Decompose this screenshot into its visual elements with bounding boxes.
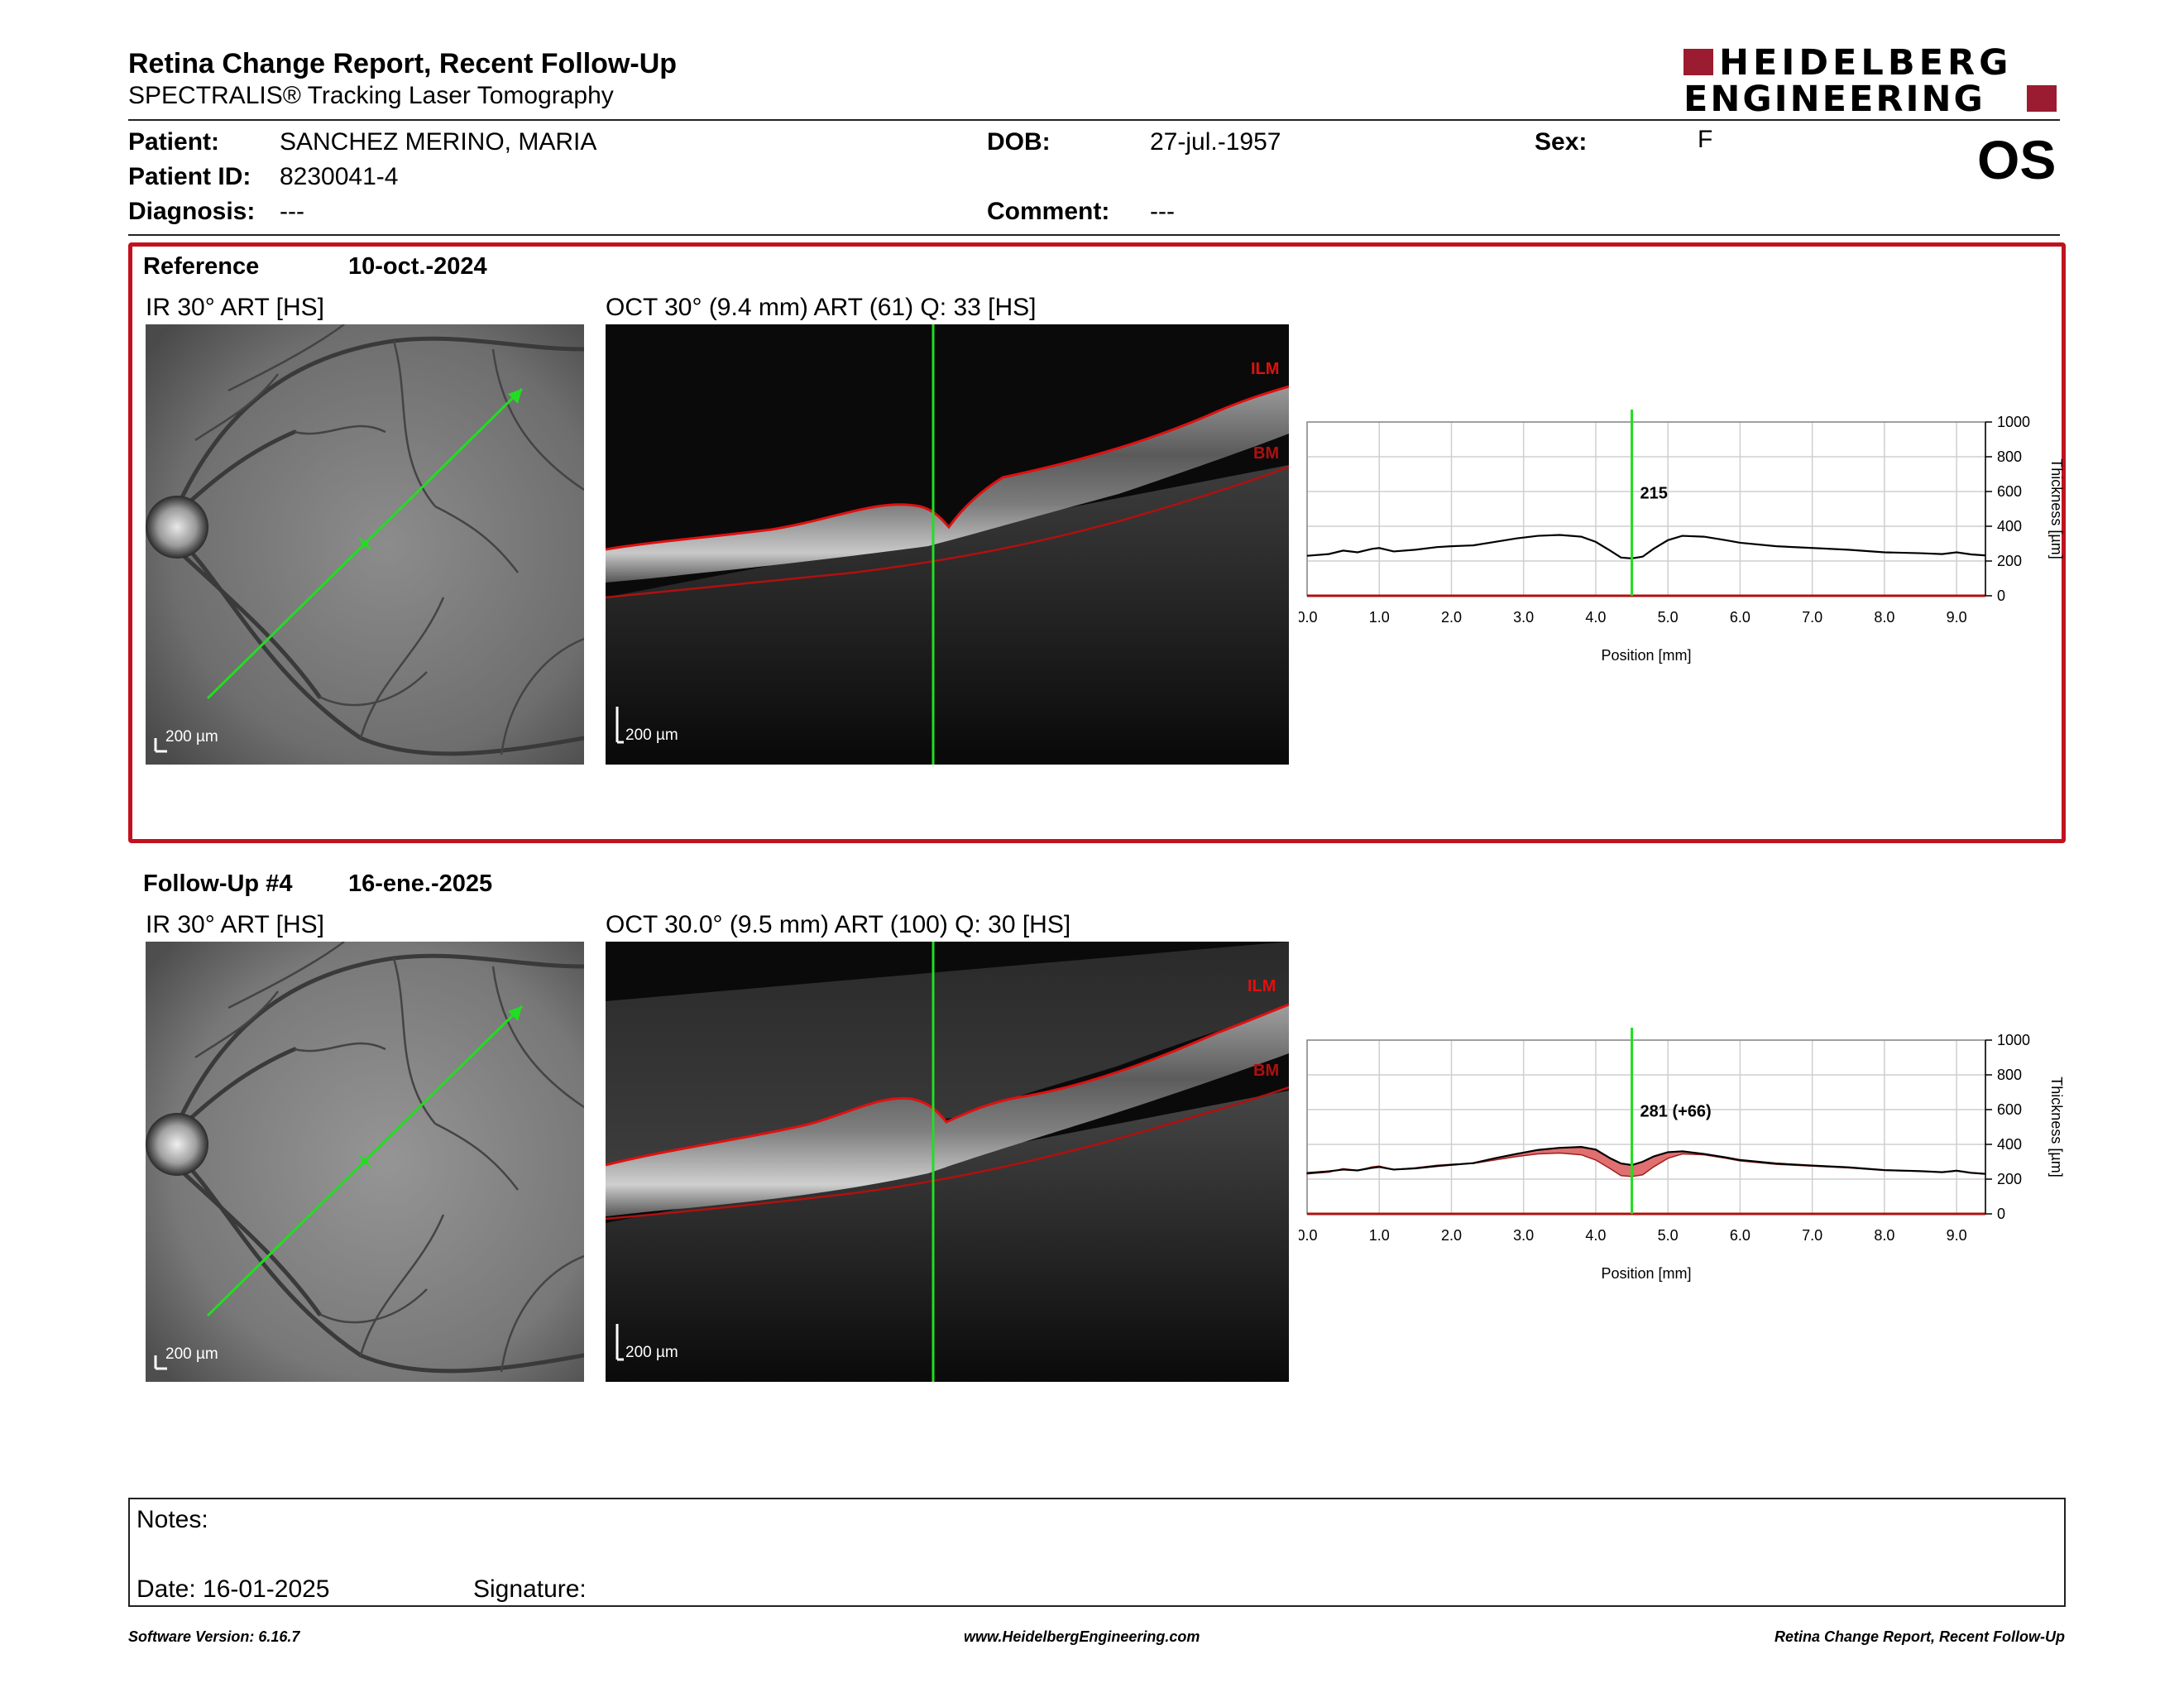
x-tick-label: 6.0 [1730,1227,1751,1244]
y-tick-label: 400 [1997,518,2022,535]
footer-website[interactable]: www.HeidelbergEngineering.com [964,1628,1200,1645]
plot-frame [1306,421,1986,597]
diagnosis-value: --- [280,198,304,225]
reference-bm-label: BM [1253,444,1280,463]
x-tick-label: 7.0 [1802,609,1822,626]
thickness-change-area [1306,1146,1986,1177]
x-tick-label: 9.0 [1947,1227,1967,1244]
y-tick-label: 600 [1997,1101,2022,1118]
y-tick-label: 1000 [1997,414,2030,430]
followup-ir-image[interactable]: 200 µm [146,942,584,1382]
patient-label: Patient: [128,128,220,156]
dob-value: 27-jul.-1957 [1150,128,1281,156]
footer-software-version: Software Version: 6.16.7 [128,1628,300,1645]
x-tick-label: 4.0 [1585,1227,1606,1244]
patient-id-label: Patient ID: [128,163,251,190]
x-tick-label: 0.0 [1299,609,1318,626]
x-tick-label: 2.0 [1441,1227,1462,1244]
x-tick-label: 0.0 [1299,1227,1318,1244]
reference-date: 10-oct.-2024 [348,253,487,280]
thickness-line [1306,534,1986,559]
x-tick-label: 2.0 [1441,609,1462,626]
followup-oct-image[interactable]: ILM BM 200 µm [606,942,1289,1382]
y-tick-label: 800 [1997,448,2022,465]
followup-oct-scale: 200 µm [625,1344,678,1361]
x-tick-label: 8.0 [1874,609,1894,626]
x-axis-label: Position [mm] [1601,1265,1691,1282]
reference-label: Reference [143,253,260,280]
x-tick-label: 1.0 [1369,1227,1390,1244]
chart-grid [1306,1039,1985,1215]
diagnosis-label: Diagnosis: [128,198,256,225]
y-axis-label: Thickness [µm] [2048,458,2065,559]
followup-label: Follow-Up #4 [143,870,293,897]
x-tick-label: 5.0 [1658,609,1679,626]
reference-ir-image[interactable]: 200 µm [146,324,584,765]
followup-oct-title: OCT 30.0° (9.5 mm) ART (100) Q: 30 [HS] [606,911,1071,938]
plot-frame [1306,1039,1986,1215]
followup-ilm-label: ILM [1248,977,1276,995]
reference-oct-title: OCT 30° (9.4 mm) ART (61) Q: 33 [HS] [606,294,1037,321]
signature-label: Signature: [473,1575,587,1603]
followup-thickness-chart: 281 (+66) 0.0 1.0 2.0 3.0 4.0 5.0 6.0 7.0 8.0 9.0 0… [1296,1028,2076,1292]
notes-label: Notes: [136,1506,208,1533]
followup-ir-title: IR 30° ART [HS] [146,911,324,938]
x-tick-label: 6.0 [1730,609,1751,626]
sex-value: F [1698,126,1713,153]
dob-label: DOB: [987,128,1051,156]
comment-label: Comment: [987,198,1110,225]
y-tick-label: 400 [1997,1136,2022,1153]
marker-value-label: 215 [1640,484,1668,502]
eye-indicator: OS [1977,129,2057,190]
y-tick-label: 0 [1997,1206,2005,1222]
x-axis-label: Position [mm] [1601,647,1691,664]
x-tick-label: 8.0 [1874,1227,1894,1244]
reference-frame [128,242,2066,843]
y-tick-label: 0 [1997,587,2005,604]
y-tick-label: 600 [1997,483,2022,500]
followup-bm-label: BM [1253,1062,1280,1080]
x-tick-label: 7.0 [1802,1227,1822,1244]
y-tick-label: 200 [1997,553,2022,569]
marker-value-label: 281 (+66) [1640,1102,1712,1120]
x-tick-label: 9.0 [1947,609,1967,626]
x-tick-label: 1.0 [1369,609,1390,626]
notes-box[interactable]: Notes: Date: 16-01-2025 Signature: [128,1498,2066,1607]
chart-grid [1306,421,1985,597]
x-tick-label: 4.0 [1585,609,1606,626]
reference-ilm-label: ILM [1251,360,1280,378]
thickness-line [1306,1146,1986,1175]
comment-value: --- [1150,198,1175,225]
notes-date: Date: 16-01-2025 [136,1575,330,1603]
report-title: Retina Change Report, Recent Follow-Up [128,48,678,79]
reference-oct-image[interactable]: ILM BM 200 µm [606,324,1289,765]
y-tick-label: 1000 [1997,1032,2030,1048]
y-tick-label: 800 [1997,1067,2022,1083]
x-tick-label: 3.0 [1513,1227,1534,1244]
sex-label: Sex: [1535,128,1588,156]
x-tick-label: 3.0 [1513,609,1534,626]
reference-ir-scale: 200 µm [165,728,218,746]
patient-name: SANCHEZ MERINO, MARIA [280,128,597,156]
followup-date: 16-ene.-2025 [348,870,493,897]
footer-report-name: Retina Change Report, Recent Follow-Up [1774,1628,2065,1645]
heidelberg-logo: HEIDELBERG ENGINEERING [1679,42,2060,120]
y-axis-label: Thickness [µm] [2048,1077,2065,1177]
x-tick-label: 5.0 [1658,1227,1679,1244]
reference-oct-scale: 200 µm [625,727,678,744]
y-tick-label: 200 [1997,1171,2022,1187]
patient-id-value: 8230041-4 [280,163,399,190]
reference-thickness-chart: 215 0.0 1.0 2.0 3.0 4.0 5.0 6.0 7.0 8.0 9.0 0 200 400… [1296,410,2076,674]
report-subtitle: SPECTRALIS® Tracking Laser Tomography [128,82,614,109]
followup-ir-scale: 200 µm [165,1345,218,1363]
reference-ir-title: IR 30° ART [HS] [146,294,324,321]
